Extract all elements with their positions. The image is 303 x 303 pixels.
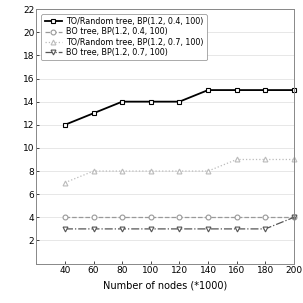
Line: TO/Random tree, BP(1.2, 0.4, 100): TO/Random tree, BP(1.2, 0.4, 100): [62, 88, 296, 127]
BO tree, BP(1.2, 0.7, 100): [149, 227, 153, 231]
BO tree, BP(1.2, 0.7, 100): [63, 227, 67, 231]
TO/Random tree, BP(1.2, 0.4, 100): [120, 100, 124, 103]
Legend: TO/Random tree, BP(1.2, 0.4, 100), BO tree, BP(1.2, 0.4, 100), TO/Random tree, B: TO/Random tree, BP(1.2, 0.4, 100), BO tr…: [41, 14, 207, 60]
BO tree, BP(1.2, 0.7, 100): [92, 227, 95, 231]
BO tree, BP(1.2, 0.4, 100): [120, 215, 124, 219]
TO/Random tree, BP(1.2, 0.4, 100): [235, 88, 238, 92]
BO tree, BP(1.2, 0.4, 100): [63, 215, 67, 219]
TO/Random tree, BP(1.2, 0.4, 100): [149, 100, 153, 103]
BO tree, BP(1.2, 0.7, 100): [178, 227, 181, 231]
X-axis label: Number of nodes (*1000): Number of nodes (*1000): [103, 280, 227, 290]
BO tree, BP(1.2, 0.4, 100): [292, 215, 296, 219]
BO tree, BP(1.2, 0.4, 100): [149, 215, 153, 219]
BO tree, BP(1.2, 0.7, 100): [264, 227, 267, 231]
BO tree, BP(1.2, 0.7, 100): [206, 227, 210, 231]
BO tree, BP(1.2, 0.7, 100): [120, 227, 124, 231]
TO/Random tree, BP(1.2, 0.4, 100): [63, 123, 67, 127]
TO/Random tree, BP(1.2, 0.4, 100): [292, 88, 296, 92]
Line: TO/Random tree, BP(1.2, 0.7, 100): TO/Random tree, BP(1.2, 0.7, 100): [62, 157, 296, 185]
BO tree, BP(1.2, 0.7, 100): [235, 227, 238, 231]
TO/Random tree, BP(1.2, 0.4, 100): [178, 100, 181, 103]
TO/Random tree, BP(1.2, 0.4, 100): [92, 112, 95, 115]
Line: BO tree, BP(1.2, 0.4, 100): BO tree, BP(1.2, 0.4, 100): [62, 215, 296, 220]
BO tree, BP(1.2, 0.4, 100): [92, 215, 95, 219]
TO/Random tree, BP(1.2, 0.7, 100): [63, 181, 67, 185]
BO tree, BP(1.2, 0.4, 100): [178, 215, 181, 219]
TO/Random tree, BP(1.2, 0.7, 100): [120, 169, 124, 173]
BO tree, BP(1.2, 0.7, 100): [292, 215, 296, 219]
TO/Random tree, BP(1.2, 0.7, 100): [264, 158, 267, 161]
TO/Random tree, BP(1.2, 0.7, 100): [92, 169, 95, 173]
BO tree, BP(1.2, 0.4, 100): [235, 215, 238, 219]
TO/Random tree, BP(1.2, 0.7, 100): [235, 158, 238, 161]
TO/Random tree, BP(1.2, 0.7, 100): [178, 169, 181, 173]
Line: BO tree, BP(1.2, 0.7, 100): BO tree, BP(1.2, 0.7, 100): [62, 215, 296, 231]
TO/Random tree, BP(1.2, 0.7, 100): [206, 169, 210, 173]
TO/Random tree, BP(1.2, 0.7, 100): [292, 158, 296, 161]
TO/Random tree, BP(1.2, 0.4, 100): [264, 88, 267, 92]
TO/Random tree, BP(1.2, 0.7, 100): [149, 169, 153, 173]
BO tree, BP(1.2, 0.4, 100): [264, 215, 267, 219]
BO tree, BP(1.2, 0.4, 100): [206, 215, 210, 219]
TO/Random tree, BP(1.2, 0.4, 100): [206, 88, 210, 92]
